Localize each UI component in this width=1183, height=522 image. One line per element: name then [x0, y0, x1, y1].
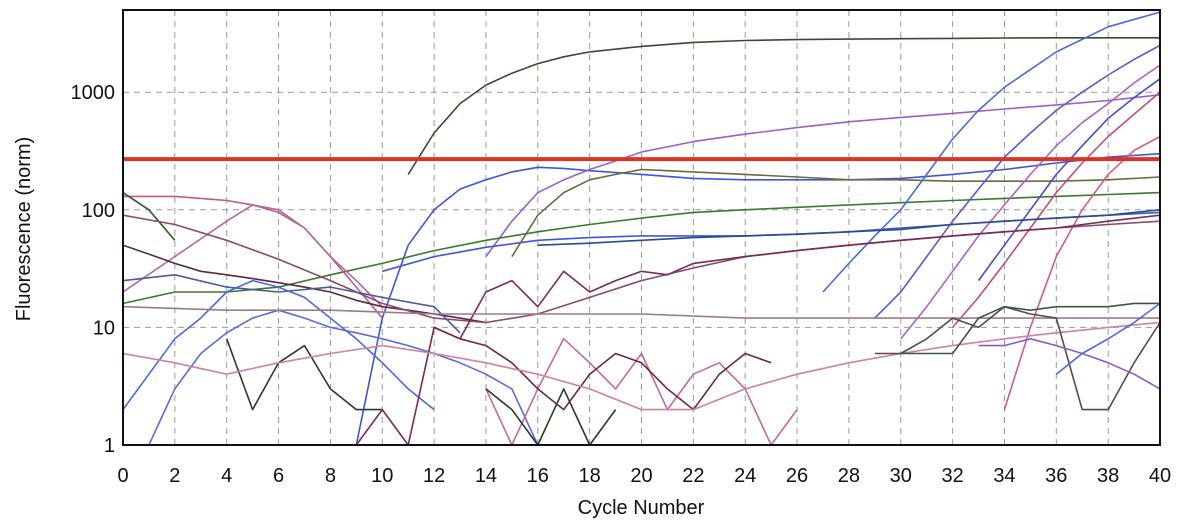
- x-tick-label: 0: [117, 465, 128, 487]
- x-tick-label: 18: [579, 465, 601, 487]
- series-line-14: [122, 191, 176, 241]
- x-tick-label: 2: [169, 465, 180, 487]
- y-tick-label: 10: [93, 317, 115, 339]
- series-line-4: [382, 211, 1161, 273]
- y-tick-label: 1000: [71, 82, 116, 104]
- x-tick-label: 28: [838, 465, 860, 487]
- series-line-7: [822, 11, 1161, 293]
- x-tick-label: 34: [993, 465, 1015, 487]
- series-line-26: [122, 305, 1160, 319]
- x-tick-label: 6: [273, 465, 284, 487]
- series-line-31: [1055, 302, 1161, 375]
- series-line-25: [433, 326, 772, 411]
- series-line-6: [511, 168, 1161, 258]
- series-line-15: [122, 204, 383, 308]
- series-line-30: [978, 337, 1161, 390]
- series-line-8: [874, 44, 1161, 319]
- y-tick-label: 100: [82, 200, 115, 222]
- x-tick-label: 8: [325, 465, 336, 487]
- series-line-19: [122, 279, 435, 411]
- series-line-3: [485, 94, 1161, 258]
- x-tick-label: 38: [1097, 465, 1119, 487]
- series-line-32: [537, 209, 1161, 246]
- series-line-13: [123, 195, 383, 319]
- x-tick-label: 20: [630, 465, 652, 487]
- x-tick-labels: 0 2 4 6 8 10 12 14 16 18 20 22 24 26 28 30 32 34 36 38 40: [117, 465, 1171, 487]
- series-line-16: [122, 244, 487, 324]
- gridlines: [123, 10, 1160, 445]
- series-line-10: [951, 91, 1161, 328]
- x-tick-label: 14: [475, 465, 497, 487]
- x-tick-label: 12: [423, 465, 445, 487]
- series-line-5: [122, 191, 1161, 305]
- x-tick-label: 16: [527, 465, 549, 487]
- x-tick-label: 30: [890, 465, 912, 487]
- series-line-21: [225, 338, 383, 411]
- series-line-2: [355, 152, 1161, 446]
- series-line-1: [407, 36, 1160, 175]
- plot-frame: [122, 9, 1161, 446]
- series-line-9: [900, 64, 1161, 340]
- y-tick-labels: 1 10 100 1000: [71, 82, 116, 457]
- x-tick-label: 40: [1149, 465, 1171, 487]
- series-line-20: [148, 309, 539, 446]
- x-tick-label: 10: [371, 465, 393, 487]
- series-line-29: [900, 302, 1160, 355]
- series-line-24: [485, 388, 617, 446]
- x-tick-label: 22: [682, 465, 704, 487]
- x-tick-label: 26: [786, 465, 808, 487]
- x-tick-label: 36: [1045, 465, 1067, 487]
- y-tick-label: 1: [104, 435, 115, 457]
- y-axis-title: Fluorescence (norm): [13, 137, 35, 322]
- x-tick-label: 24: [734, 465, 756, 487]
- series-line-27: [122, 321, 1161, 411]
- x-axis-title: Cycle Number: [578, 497, 705, 519]
- series-line-28: [874, 305, 1161, 411]
- series-line-11: [1003, 135, 1161, 410]
- x-tick-label: 4: [221, 465, 232, 487]
- x-tick-label: 32: [941, 465, 963, 487]
- series-line-18: [122, 273, 461, 334]
